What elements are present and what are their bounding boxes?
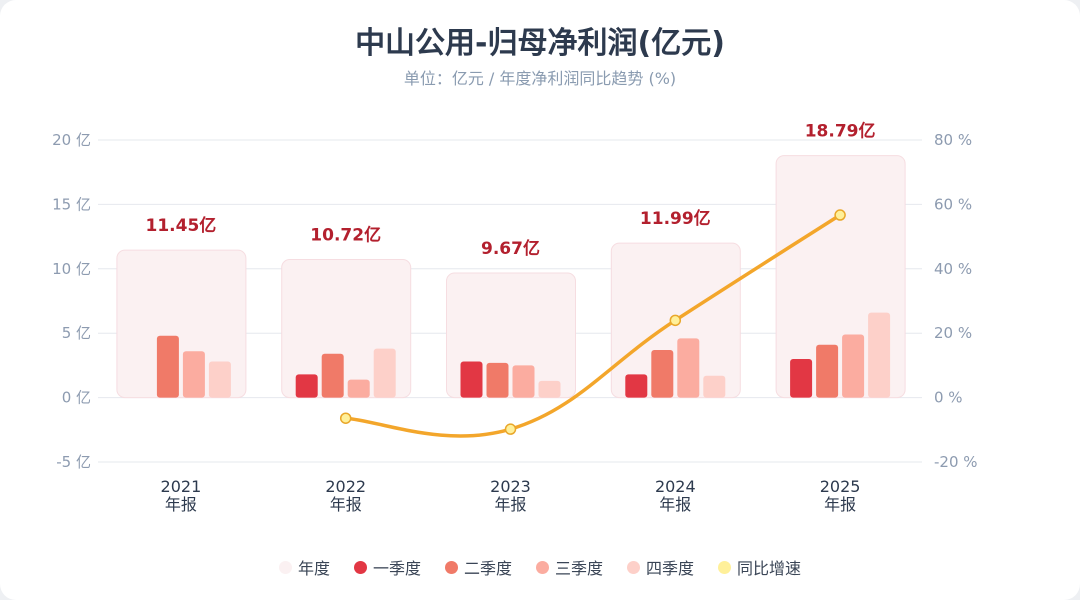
y-tick-label: 20 亿 xyxy=(52,131,91,149)
legend-label: 一季度 xyxy=(372,559,421,578)
quarter-bar xyxy=(816,344,839,398)
yoy-point xyxy=(669,314,682,327)
legend-dot xyxy=(444,560,458,574)
y2-tick-label: 80 % xyxy=(934,131,972,149)
y2-tick-label: 60 % xyxy=(934,195,972,213)
quarter-bar xyxy=(460,361,483,398)
x-tick-label: 2021 xyxy=(161,477,202,496)
quarter-bar xyxy=(842,334,865,398)
legend-label: 二季度 xyxy=(463,559,512,578)
yoy-point xyxy=(504,423,517,435)
y2-tick-label: 0 % xyxy=(934,389,963,407)
y2-tick-label: -20 % xyxy=(934,453,978,471)
x-tick-label: 2024 xyxy=(655,477,696,496)
quarter-bar xyxy=(182,351,205,398)
quarter-bar xyxy=(347,379,370,398)
legend-item-annual[interactable]: 年度 xyxy=(278,555,330,579)
x-tick-sublabel: 年报 xyxy=(330,495,362,514)
quarter-bar xyxy=(208,361,231,398)
quarter-bar xyxy=(156,335,179,398)
quarter-bar xyxy=(703,375,726,398)
legend-dot xyxy=(627,560,641,574)
quarter-bar xyxy=(321,353,344,398)
legend-item-q1[interactable]: 一季度 xyxy=(353,555,421,579)
yoy-point xyxy=(834,209,846,221)
legend-item-yoy[interactable]: 同比增速 xyxy=(718,555,801,579)
legend-item-q4[interactable]: 四季度 xyxy=(627,555,694,579)
quarter-bar xyxy=(538,380,561,398)
yoy-point xyxy=(339,412,352,424)
legend-label: 四季度 xyxy=(646,559,695,578)
quarter-bar xyxy=(373,348,396,398)
quarter-bar xyxy=(868,312,891,398)
legend-dot xyxy=(536,560,549,574)
x-tick-sublabel: 年报 xyxy=(494,495,526,514)
legend-dot xyxy=(718,560,732,574)
quarter-bar xyxy=(790,358,813,398)
y-tick-label: 10 亿 xyxy=(52,260,91,278)
x-tick-label: 2022 xyxy=(325,477,366,496)
quarter-bar xyxy=(295,374,318,398)
y-tick-label: -5 亿 xyxy=(56,453,91,471)
yoy-line xyxy=(343,213,842,438)
annual-value-label: 9.67亿 xyxy=(481,238,540,259)
x-tick-label: 2025 xyxy=(820,477,861,496)
legend-label: 三季度 xyxy=(555,559,604,578)
y-tick-label: 0 亿 xyxy=(62,389,91,407)
chart-subtitle: 单位：亿元 / 年度净利润同比趋势 (%) xyxy=(403,69,677,88)
legend-item-q3[interactable]: 三季度 xyxy=(536,555,603,579)
quarter-bar xyxy=(486,362,509,398)
annual-value-label: 11.45亿 xyxy=(146,215,217,236)
y2-tick-label: 40 % xyxy=(934,260,972,278)
y-tick-label: 5 亿 xyxy=(62,324,91,342)
quarter-bar xyxy=(625,374,648,398)
chart-title: 中山公用-归母净利润(亿元) xyxy=(355,26,725,61)
annual-value-label: 11.99亿 xyxy=(640,208,711,229)
y2-tick-label: 20 % xyxy=(934,324,972,342)
x-tick-label: 2023 xyxy=(490,477,531,496)
legend-item-q2[interactable]: 二季度 xyxy=(444,555,512,579)
legend-label: 同比增速 xyxy=(737,559,802,578)
y-tick-label: 15 亿 xyxy=(52,195,91,213)
x-tick-sublabel: 年报 xyxy=(165,495,197,514)
legend-dot xyxy=(353,560,367,574)
quarter-bar xyxy=(677,338,700,398)
annual-value-label: 10.72亿 xyxy=(310,225,381,246)
quarter-bar xyxy=(512,365,535,398)
annual-bar xyxy=(116,249,247,399)
legend-dot xyxy=(278,560,292,574)
legend: 年度 一季度 二季度 三季度 四季度 同比增速 xyxy=(0,555,1080,579)
quarter-bar xyxy=(651,349,674,398)
x-tick-sublabel: 年报 xyxy=(659,495,691,514)
x-tick-sublabel: 年报 xyxy=(824,495,856,514)
legend-label: 年度 xyxy=(297,559,330,578)
annual-value-label: 18.79亿 xyxy=(805,121,876,142)
